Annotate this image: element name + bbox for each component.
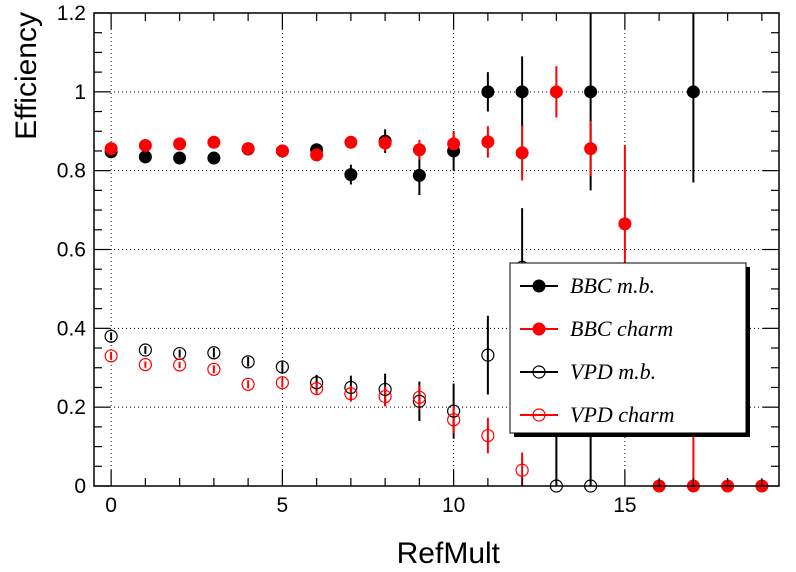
point-s1-0 (104, 142, 118, 156)
point-s0-1 (138, 150, 152, 164)
point-s1-13 (549, 85, 563, 99)
point-s2-3 (207, 346, 221, 360)
point-s1-10 (447, 137, 461, 151)
y-tick-label: 0.6 (57, 239, 86, 262)
y-tick-label: 0 (74, 475, 86, 498)
legend-label-bbc-mb: BBC m.b. (570, 273, 655, 298)
point-s3-9 (412, 390, 426, 404)
point-s1-5 (275, 144, 289, 158)
point-s3-3 (207, 362, 221, 376)
legend-label-vpd-mb: VPD m.b. (570, 359, 656, 384)
x-tick-label: 10 (442, 494, 465, 517)
legend-box (509, 262, 747, 434)
point-s0-3 (207, 151, 221, 165)
point-s1-7 (344, 135, 358, 149)
point-s3-2 (173, 358, 187, 372)
plot-frame (93, 12, 780, 487)
point-s0-9 (412, 168, 426, 182)
point-s1-11 (481, 135, 495, 149)
point-s1-3 (207, 135, 221, 149)
point-s3-5 (275, 376, 289, 390)
point-s2-11 (481, 348, 495, 362)
point-s0-7 (344, 168, 358, 182)
x-tick-label: 5 (277, 494, 289, 517)
point-s1-1 (138, 138, 152, 152)
legend-marker-1 (532, 322, 546, 336)
y-axis-title: Efficiency (10, 12, 43, 140)
y-tick-label: 0.4 (57, 317, 87, 340)
point-s1-15 (618, 217, 632, 231)
point-s1-4 (241, 142, 255, 156)
point-s0-14 (686, 85, 700, 99)
point-s1-9 (412, 143, 426, 157)
x-tick-label: 0 (105, 494, 117, 517)
point-s3-8 (378, 389, 392, 404)
point-s3-0 (104, 349, 118, 363)
point-s2-8 (378, 382, 392, 397)
legend-marker-2 (532, 365, 546, 379)
point-s2-9 (412, 394, 426, 408)
point-s0-2 (173, 151, 187, 165)
point-s2-1 (138, 343, 152, 357)
legend-marker-0 (532, 279, 546, 293)
y-tick-label: 1 (74, 81, 86, 104)
point-s3-1 (138, 357, 152, 372)
point-s1-12 (515, 146, 529, 160)
point-s1-8 (378, 136, 392, 150)
legend-label-vpd-charm: VPD charm (570, 402, 674, 427)
legend-label-bbc-charm: BBC charm (570, 316, 673, 341)
point-s3-7 (344, 387, 358, 401)
legend: BBC m.b. BBC charm VPD m.b. VPD charm (509, 262, 750, 437)
y-tick-label: 0.8 (57, 160, 86, 183)
point-s3-10 (447, 413, 461, 427)
point-s0-12 (515, 85, 529, 99)
point-s2-10 (447, 404, 461, 418)
x-axis-title: RefMult (397, 537, 501, 570)
point-s1-2 (173, 137, 187, 151)
point-s3-12 (515, 463, 529, 477)
point-s0-11 (481, 85, 495, 99)
data-points (104, 85, 769, 493)
point-s2-4 (241, 355, 255, 369)
point-s2-6 (310, 376, 324, 390)
y-tick-label: 1.2 (57, 2, 86, 25)
y-tick-label: 0.2 (57, 396, 86, 419)
point-s2-7 (344, 380, 358, 395)
tick-labels: 0 5 10 15 0 0.2 0.4 0.6 0.8 1 1.2 (57, 2, 637, 517)
point-s2-0 (104, 329, 118, 343)
point-s3-4 (241, 377, 255, 391)
point-s1-14 (584, 142, 598, 156)
legend-marker-3 (532, 408, 546, 422)
legend-markers (520, 279, 558, 422)
x-tick-label: 15 (613, 494, 636, 517)
point-s3-11 (481, 428, 495, 443)
point-s3-6 (310, 382, 324, 396)
point-s2-5 (275, 360, 289, 374)
point-s0-13 (584, 85, 598, 99)
point-s1-6 (310, 148, 324, 162)
